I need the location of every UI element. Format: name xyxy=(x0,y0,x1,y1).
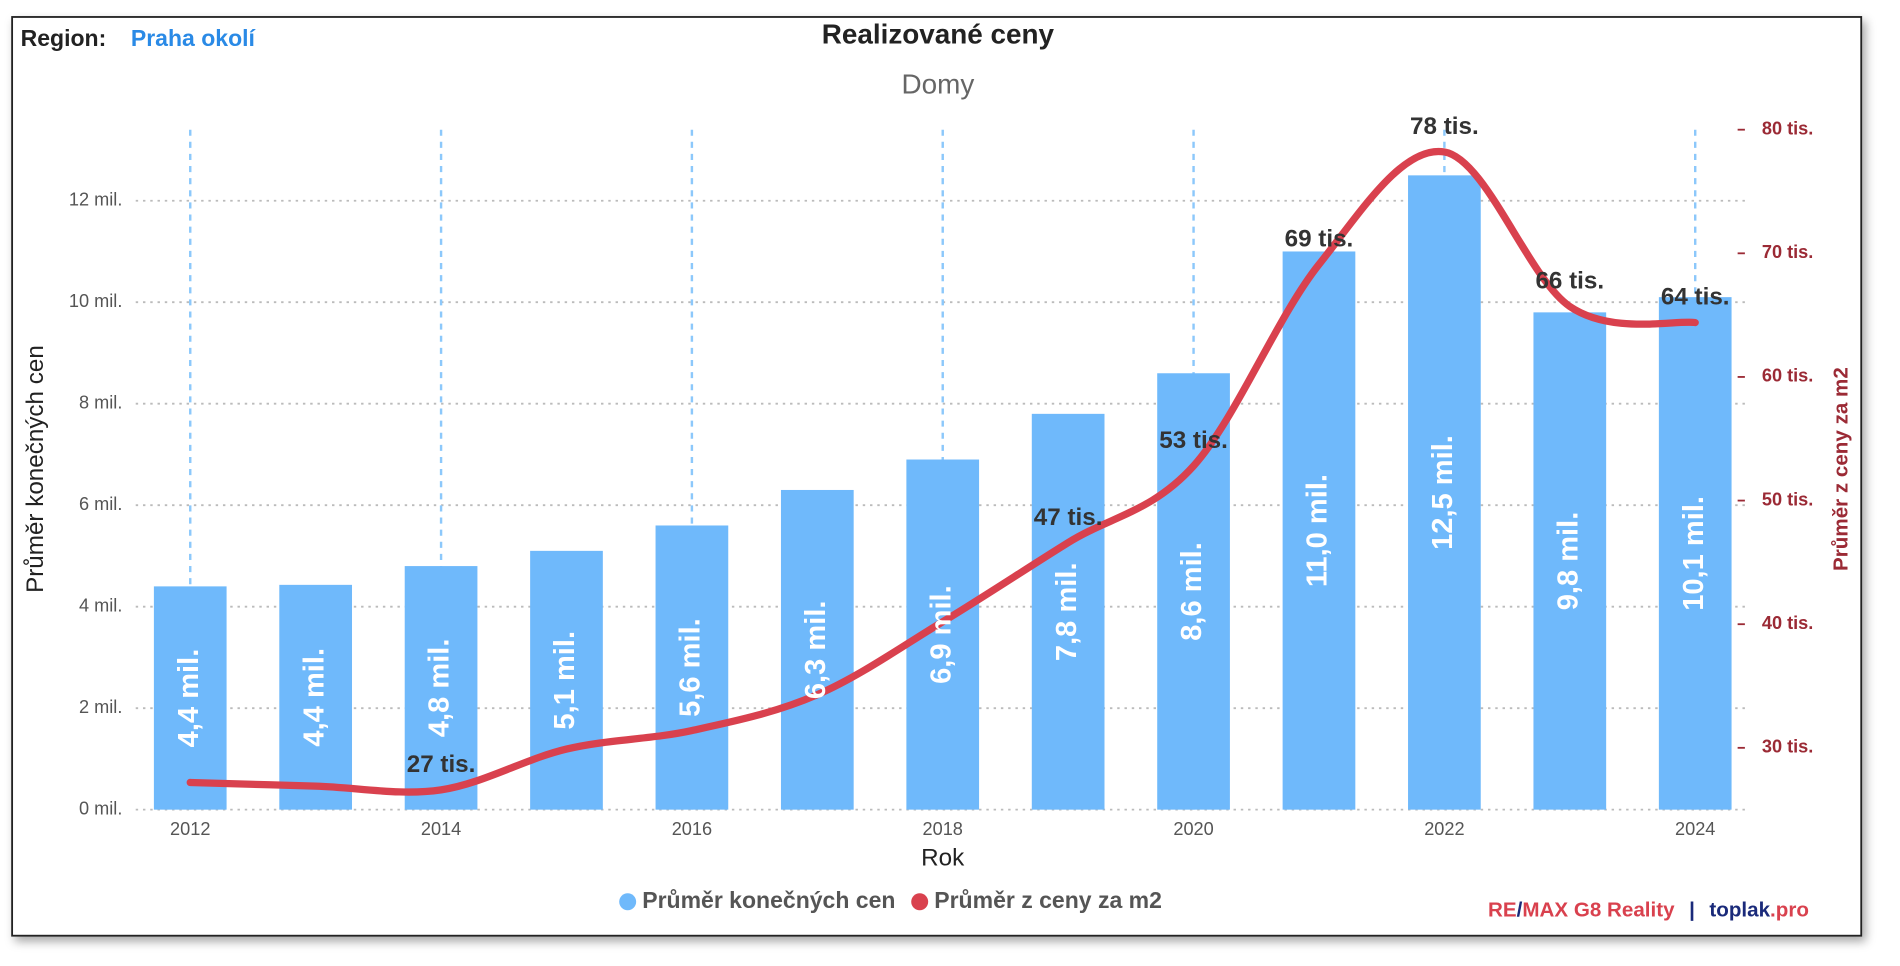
legend: Průměr konečných cen Průměr z ceny za m2 xyxy=(619,887,1162,913)
y2-axis-label: Průměr z ceny za m2 xyxy=(1829,367,1852,571)
bar xyxy=(279,584,353,810)
bar xyxy=(1533,312,1607,810)
bar-value-label: 6,9 mil. xyxy=(925,585,957,684)
bar xyxy=(1408,175,1481,810)
branding: RE/MAX G8 Reality | toplak.pro xyxy=(1488,899,1809,922)
x-tick-label: 2022 xyxy=(1424,819,1464,839)
bar xyxy=(1157,373,1230,810)
brand-separator: | xyxy=(1689,899,1695,922)
brand-remax: MAX G8 Reality xyxy=(1522,899,1675,922)
legend-label: Průměr z ceny za m2 xyxy=(934,887,1162,913)
x-tick-label: 2018 xyxy=(923,819,963,839)
bar xyxy=(153,586,227,810)
bar xyxy=(1658,297,1732,810)
bar-value-label: 9,8 mil. xyxy=(1552,512,1584,611)
region-label: Region: xyxy=(21,25,107,51)
text-layer: 0 mil. 2 mil. 4 mil. 6 mil. 8 mil. 10 mil. 12 … xyxy=(69,113,1813,839)
line-value-label: 69 tis. xyxy=(1285,226,1354,253)
bar-value-label: 8,6 mil. xyxy=(1176,542,1208,641)
y-tick-label: 8 mil. xyxy=(79,392,122,412)
bar-value-label: 5,6 mil. xyxy=(675,618,707,717)
chart-title: Realizované ceny xyxy=(822,19,1055,50)
bar-value-label: 12,5 mil. xyxy=(1427,435,1459,550)
line xyxy=(186,147,1699,796)
line-value-label: 27 tis. xyxy=(407,751,476,778)
bar-value-label: 5,1 mil. xyxy=(549,631,581,730)
x-tick-label: 2024 xyxy=(1675,819,1715,839)
line-value-label: 53 tis. xyxy=(1159,427,1228,454)
bar-value-label: 6,3 mil. xyxy=(800,601,832,700)
bar-value-label: 10,1 mil. xyxy=(1678,496,1710,611)
brand-toplak: toplak xyxy=(1709,899,1770,922)
bar xyxy=(780,489,854,810)
y-tick-label: 0 mil. xyxy=(79,798,122,818)
bar xyxy=(1282,251,1356,810)
y-tick-label: 6 mil. xyxy=(79,494,122,514)
bar xyxy=(1031,413,1105,810)
line-value-label: 66 tis. xyxy=(1535,268,1604,295)
line-value-label: 47 tis. xyxy=(1034,504,1103,531)
y2-tick-label: 30 tis. xyxy=(1762,737,1813,757)
bar-value-label: 4,4 mil. xyxy=(173,649,205,748)
y2-tick-label: 40 tis. xyxy=(1762,613,1813,633)
bar-value-label: 4,8 mil. xyxy=(424,639,456,738)
bar-value-label: 4,4 mil. xyxy=(298,648,330,747)
y2-tick-label: 70 tis. xyxy=(1762,242,1813,262)
chart-subtitle: Domy xyxy=(902,68,975,99)
y2-tick-label: 50 tis. xyxy=(1762,489,1813,509)
y2-tick-label: 80 tis. xyxy=(1762,118,1813,138)
x-tick-label: 2016 xyxy=(672,819,712,839)
y-tick-label: 10 mil. xyxy=(69,291,122,311)
bar xyxy=(404,566,478,810)
line-layer xyxy=(186,147,1699,796)
x-tick-label: 2012 xyxy=(170,819,210,839)
legend-marker xyxy=(619,893,637,911)
y-axis-label: Průměr konečných cen xyxy=(22,345,49,593)
x-tick-label: 2014 xyxy=(421,819,461,839)
bar xyxy=(530,550,603,810)
line-value-label: 64 tis. xyxy=(1661,284,1730,311)
bar xyxy=(655,525,729,810)
x-tick-label: 2020 xyxy=(1173,819,1213,839)
bar-value-label: 7,8 mil. xyxy=(1051,562,1083,661)
bar-value-label: 11,0 mil. xyxy=(1302,474,1334,587)
brand-re: RE xyxy=(1488,899,1517,922)
y-tick-label: 4 mil. xyxy=(79,595,122,615)
legend-label: Průměr konečných cen xyxy=(642,887,895,913)
x-axis-label: Rok xyxy=(921,845,965,872)
legend-marker xyxy=(911,893,929,911)
brand-pro: .pro xyxy=(1770,899,1809,922)
brand-slash: / xyxy=(1517,899,1523,922)
region: Praha okolí xyxy=(131,25,257,51)
y-tick-label: 2 mil. xyxy=(79,697,122,717)
bars-layer xyxy=(153,175,1732,810)
line-value-label: 78 tis. xyxy=(1410,113,1479,140)
y2-tick-label: 60 tis. xyxy=(1762,366,1813,386)
y-tick-label: 12 mil. xyxy=(69,190,122,210)
